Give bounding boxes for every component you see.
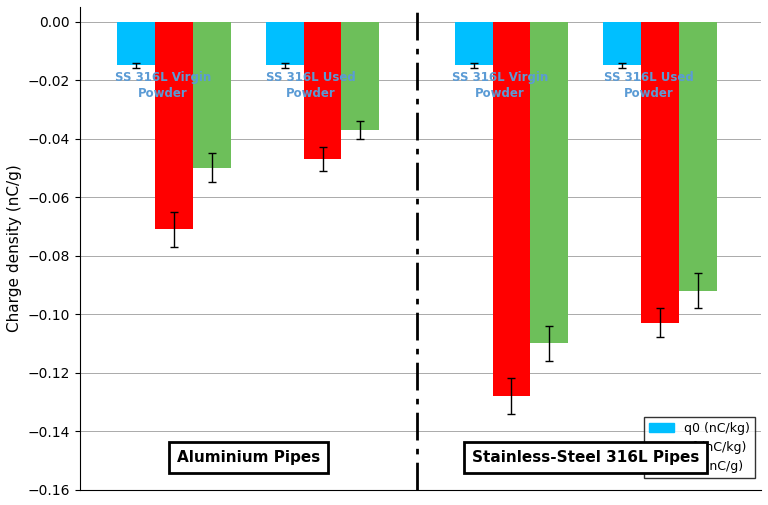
Text: SS 316L Virgin
Powder: SS 316L Virgin Powder (114, 71, 211, 100)
Bar (603, 22, 641, 66)
Text: Stainless-Steel 316L Pipes: Stainless-Steel 316L Pipes (472, 450, 700, 465)
Bar (455, 22, 492, 66)
Bar (193, 22, 231, 168)
Text: Aluminium Pipes: Aluminium Pipes (177, 450, 320, 465)
Text: SS 316L Used
Powder: SS 316L Used Powder (604, 71, 694, 100)
Bar (641, 22, 679, 323)
Bar (118, 22, 155, 66)
Y-axis label: Charge density (nC/g): Charge density (nC/g) (7, 164, 22, 332)
Text: SS 316L Used
Powder: SS 316L Used Powder (266, 71, 356, 100)
Bar (492, 22, 531, 396)
Bar (266, 22, 303, 66)
Bar (342, 22, 379, 130)
Bar (531, 22, 568, 343)
Bar (303, 22, 342, 159)
Bar (679, 22, 717, 291)
Bar (155, 22, 193, 229)
Legend: q0 (nC/kg), qf (nC/kg), Δq (nC/g): q0 (nC/kg), qf (nC/kg), Δq (nC/g) (644, 417, 755, 478)
Text: SS 316L Virgin
Powder: SS 316L Virgin Powder (452, 71, 548, 100)
